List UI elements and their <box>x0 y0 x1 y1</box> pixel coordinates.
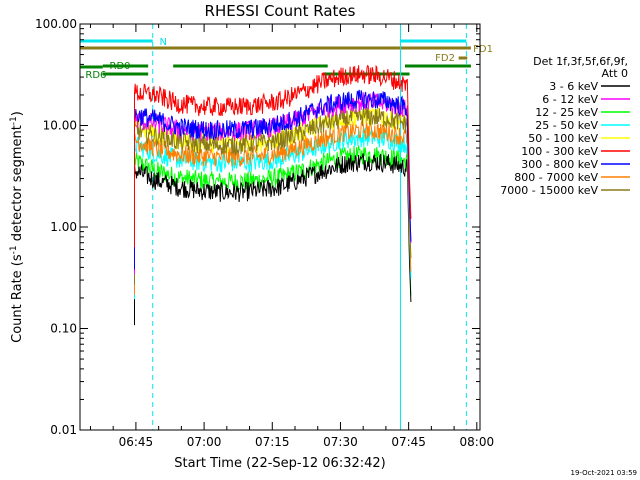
series-line-25-50-kev <box>134 127 412 300</box>
legend-label-50-100-kev: 50 - 100 keV <box>528 132 598 145</box>
y-label-exp2: -1 <box>9 116 19 125</box>
plot-frame <box>79 23 481 431</box>
legend-label-100-300-kev: 100 - 300 keV <box>521 145 598 158</box>
flag-label-fd2: FD2 <box>435 53 455 64</box>
y-tick-label: 0.01 <box>50 423 77 437</box>
legend-label-12-25-kev: 12 - 25 keV <box>535 106 598 119</box>
series-line-12-25-kev <box>134 145 412 316</box>
y-label-main: Count Rate (s <box>10 254 25 343</box>
series-line-100-300-kev <box>134 64 412 248</box>
y-tick-label: 1.00 <box>50 220 77 234</box>
x-tick-label: 08:00 <box>460 435 495 449</box>
chart-title: RHESSI Count Rates <box>205 2 356 20</box>
series-line-7000-15000-kev <box>134 106 412 285</box>
flag-label-rd0: RD0 <box>110 61 131 72</box>
flag-bars: N FD1 FD2 RD0 RD6 <box>80 37 493 81</box>
x-tick-label: 07:30 <box>323 435 358 449</box>
flag-label-fd1: FD1 <box>473 44 493 55</box>
series-lines <box>134 64 412 326</box>
legend-label-3-6-kev: 3 - 6 keV <box>549 80 598 93</box>
y-label-exp1: -1 <box>9 245 19 254</box>
y-tick-label: 100.00 <box>35 17 77 31</box>
flag-label-n: N <box>160 37 167 48</box>
legend-label-7000-15000-kev: 7000 - 15000 keV <box>500 184 598 197</box>
legend-label-800-7000-kev: 800 - 7000 keV <box>514 171 598 184</box>
legend-detector-label: Det 1f,3f,5f,6f,9f, <box>533 55 628 68</box>
generation-timestamp: 19-Oct-2021 03:59 <box>571 469 637 477</box>
series-line-3-6-kev <box>134 153 412 326</box>
y-tick-label: 10.00 <box>43 119 77 133</box>
legend-attenuator-label: Att 0 <box>602 67 628 80</box>
y-axis-label: Count Rate (s-1 detector segment-1) <box>9 111 25 343</box>
flag-label-rd6: RD6 <box>85 70 106 81</box>
series-line-300-800-kev <box>134 89 412 270</box>
y-label-mid: detector segment <box>10 125 25 245</box>
legend-label-6-12-kev: 6 - 12 keV <box>542 93 598 106</box>
legend-label-25-50-kev: 25 - 50 keV <box>535 119 598 132</box>
x-tick-label: 07:15 <box>255 435 290 449</box>
y-tick-label: 0.10 <box>50 322 77 336</box>
x-tick-label: 07:45 <box>391 435 426 449</box>
legend-label-300-800-kev: 300 - 800 keV <box>521 158 598 171</box>
x-tick-label: 06:45 <box>119 435 154 449</box>
x-axis-label: Start Time (22-Sep-12 06:32:42) <box>174 456 385 471</box>
axes: 100.00 10.00 1.00 0.10 0.01 06:45 07:00 07:15 07… <box>35 17 494 449</box>
y-label-end: ) <box>10 111 25 116</box>
x-tick-label: 07:00 <box>187 435 222 449</box>
